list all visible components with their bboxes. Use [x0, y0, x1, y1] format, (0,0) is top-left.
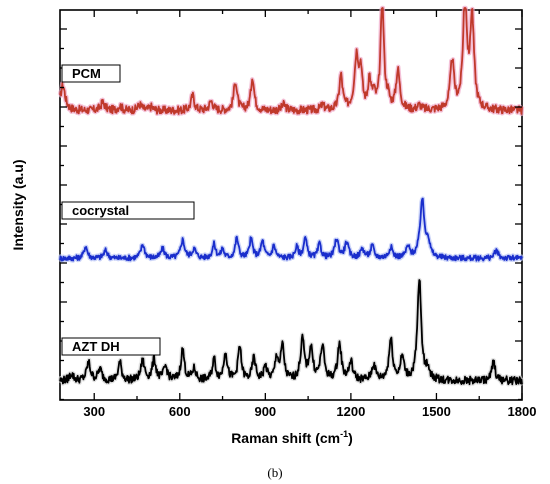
x-axis-title: Raman shift (cm-1) — [231, 429, 353, 446]
series-label-text-1: cocrystal — [72, 203, 129, 218]
series-label-box-2 — [61, 337, 161, 356]
series-line-1 — [59, 197, 523, 262]
x-tick-label: 1200 — [336, 404, 365, 419]
y-axis-title: Intensity (a.u) — [10, 159, 26, 250]
tick-layer: 300 600 900 1200 1500 1800 — [60, 10, 536, 419]
series-line-0 — [59, 7, 523, 115]
x-tick-label: 300 — [83, 404, 105, 419]
series-label-text-2: AZT DH — [72, 339, 120, 354]
series-label-0: PCM — [61, 64, 121, 83]
figure-caption: (b) — [267, 465, 282, 480]
series-label-1: cocrystal — [61, 201, 195, 220]
series-label-text-0: PCM — [72, 66, 101, 81]
series-glow-2 — [57, 277, 525, 387]
series-line-2 — [59, 279, 523, 386]
spectra-layer — [57, 5, 525, 387]
x-tick-label: 1500 — [422, 404, 451, 419]
x-tick-label: 600 — [169, 404, 191, 419]
series-label-box-1 — [61, 201, 195, 220]
x-tick-label: 1800 — [508, 404, 537, 419]
x-tick-label: 900 — [254, 404, 276, 419]
series-label-2: AZT DH — [61, 337, 161, 356]
series-label-box-0 — [61, 64, 121, 83]
series-label-layer: PCM cocrystal AZT DH — [61, 64, 195, 356]
